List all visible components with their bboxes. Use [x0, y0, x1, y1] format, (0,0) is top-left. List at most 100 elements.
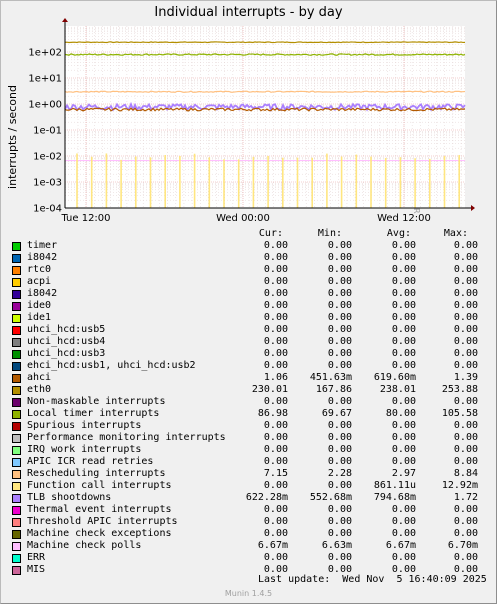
- legend-max-value: 0.00: [453, 336, 478, 347]
- legend-avg-value: 0.00: [391, 444, 416, 455]
- legend-swatch: [12, 446, 21, 455]
- legend-cur-value: 622.28m: [245, 492, 288, 503]
- legend-swatch: [12, 530, 21, 539]
- legend-swatch: [12, 566, 21, 575]
- legend-max-value: 8.84: [453, 468, 478, 479]
- legend-swatch: [12, 266, 21, 275]
- legend-swatch: [12, 290, 21, 299]
- legend-label: Machine check polls: [27, 540, 142, 551]
- legend-cur-value: 0.00: [263, 444, 288, 455]
- legend-swatch: [12, 470, 21, 479]
- legend-avg-value: 0.00: [391, 312, 416, 323]
- legend-label: TLB shootdowns: [27, 492, 112, 503]
- legend-max-value: 0.00: [453, 432, 478, 443]
- legend-label: timer: [27, 240, 58, 251]
- y-tick-label: 1e-01: [33, 126, 62, 137]
- legend-max-value: 0.00: [453, 312, 478, 323]
- legend-cur-value: 230.01: [251, 384, 288, 395]
- legend-label: APIC ICR read retries: [27, 456, 154, 467]
- legend-label: ERR: [27, 552, 46, 563]
- legend-swatch: [12, 362, 21, 371]
- legend-min-value: 0.00: [327, 264, 352, 275]
- legend-min-value: 0.00: [327, 288, 352, 299]
- series-line: [64, 53, 466, 56]
- legend-max-value: 0.00: [453, 288, 478, 299]
- legend-swatch: [12, 242, 21, 251]
- legend-max-value: 0.00: [453, 240, 478, 251]
- munin-version: Munin 1.4.5: [224, 589, 273, 598]
- legend-avg-value: 0.00: [391, 396, 416, 407]
- legend-label: i8042: [27, 288, 58, 299]
- legend-avg-value: 861.11u: [373, 480, 416, 491]
- legend-max-value: 0.00: [453, 444, 478, 455]
- legend-cur-value: 7.15: [263, 468, 288, 479]
- legend-swatch: [12, 302, 21, 311]
- legend-avg-value: 0.00: [391, 264, 416, 275]
- legend-min-value: 0.00: [327, 276, 352, 287]
- legend-max-value: 105.58: [441, 408, 478, 419]
- legend-label: uhci_hcd:usb4: [27, 336, 106, 347]
- legend-min-value: 0.00: [327, 252, 352, 263]
- y-tick-label: 1e-04: [33, 204, 62, 215]
- legend-min-value: 0.00: [327, 360, 352, 371]
- legend-swatch: [12, 338, 21, 347]
- legend-avg-value: 0.00: [391, 288, 416, 299]
- legend-cur-value: 0.00: [263, 252, 288, 263]
- plot-background: [65, 26, 465, 208]
- legend-label: uhci_hcd:usb5: [27, 324, 106, 335]
- legend-cur-value: 0.00: [263, 264, 288, 275]
- legend-cur-value: 0.00: [263, 420, 288, 431]
- legend-max-value: 0.00: [453, 324, 478, 335]
- x-tick-label: Wed 00:00: [216, 213, 270, 224]
- legend-min-value: 0.00: [327, 348, 352, 359]
- legend-cur-value: 0.00: [263, 528, 288, 539]
- legend-cur-value: 0.00: [263, 432, 288, 443]
- legend-label: Machine check exceptions: [27, 528, 172, 539]
- legend-swatch: [12, 398, 21, 407]
- legend-avg-value: 0.00: [391, 564, 416, 575]
- series-line: [64, 90, 466, 93]
- legend-avg-value: 0.00: [391, 516, 416, 527]
- y-tick-label: 1e-03: [33, 178, 62, 189]
- legend-cur-value: 86.98: [257, 408, 288, 419]
- legend-swatch: [12, 350, 21, 359]
- legend-max-value: 0.00: [453, 564, 478, 575]
- legend-max-value: 0.00: [453, 516, 478, 527]
- x-tick-label: Wed 12:00: [377, 213, 431, 224]
- legend-avg-value: 0.00: [391, 252, 416, 263]
- legend-cur-value: 0.00: [263, 288, 288, 299]
- legend-swatch: [12, 518, 21, 527]
- legend-avg-value: 0.00: [391, 276, 416, 287]
- legend-label: ide0: [27, 300, 52, 311]
- legend-avg-value: 0.00: [391, 240, 416, 251]
- legend-swatch: [12, 326, 21, 335]
- legend-swatch: [12, 374, 21, 383]
- legend-avg-value: 0.00: [391, 552, 416, 563]
- legend-label: acpi: [27, 276, 52, 287]
- legend-label: ahci: [27, 372, 52, 383]
- legend-cur-value: 0.00: [263, 312, 288, 323]
- legend-max-value: 0.00: [453, 528, 478, 539]
- legend-swatch: [12, 278, 21, 287]
- series-line: [64, 41, 466, 44]
- legend-min-value: 0.00: [327, 456, 352, 467]
- legend-label: MIS: [27, 564, 46, 575]
- legend-avg-value: 0.00: [391, 348, 416, 359]
- legend-swatch: [12, 434, 21, 443]
- legend-swatch: [12, 554, 21, 563]
- legend-min-value: 451.63m: [309, 372, 352, 383]
- legend-cur-value: 0.00: [263, 240, 288, 251]
- legend-max-value: 0.00: [453, 264, 478, 275]
- legend-max-value: 0.00: [453, 420, 478, 431]
- y-tick-label: 1e+01: [28, 74, 62, 85]
- legend-min-value: 0.00: [327, 564, 352, 575]
- legend-avg-value: 2.97: [391, 468, 416, 479]
- legend-min-value: 0.00: [327, 300, 352, 311]
- legend-cur-value: 0.00: [263, 552, 288, 563]
- legend-label: Non-maskable interrupts: [27, 396, 166, 407]
- series-line: [64, 101, 466, 113]
- legend-min-value: 0.00: [327, 432, 352, 443]
- legend-cur-value: 0.00: [263, 360, 288, 371]
- legend-cur-value: 0.00: [263, 336, 288, 347]
- legend-cur-value: 0.00: [263, 564, 288, 575]
